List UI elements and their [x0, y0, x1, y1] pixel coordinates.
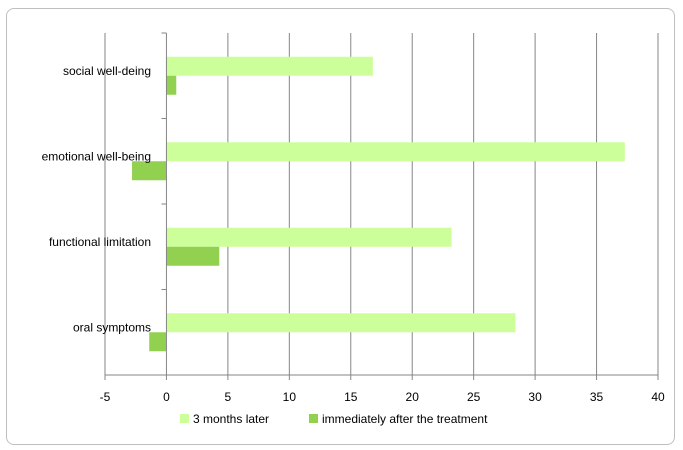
x-tick-labels: -5 0 5 10 15 20 25 30 35 40: [100, 390, 665, 404]
x-tick-label: 30: [528, 390, 542, 404]
bar-immediately-after: [166, 246, 220, 266]
x-tick-label: 25: [467, 390, 481, 404]
bar-immediately-after: [132, 161, 167, 181]
bar-three-months-later: [166, 313, 516, 333]
x-tick-label: 40: [651, 390, 665, 404]
x-tick-label: 15: [344, 390, 358, 404]
bar-three-months-later: [166, 56, 373, 76]
bars: [132, 56, 625, 352]
category-label: social well-deing: [63, 64, 151, 78]
bar-immediately-after: [149, 332, 167, 352]
category-label: emotional well-being: [42, 149, 151, 163]
axes: [104, 32, 659, 380]
x-tick-label: 35: [590, 390, 604, 404]
x-tick-label: 20: [406, 390, 420, 404]
legend-label: immediately after the treatment: [322, 412, 488, 426]
category-labels: social well-deing emotional well-being fun…: [42, 64, 151, 335]
legend-swatch: [180, 414, 189, 423]
x-tick-label: 5: [225, 390, 232, 404]
x-tick-label: 10: [283, 390, 297, 404]
chart-frame: [6, 8, 675, 445]
bar-three-months-later: [166, 227, 452, 247]
legend-label: 3 months later: [193, 412, 269, 426]
x-tick-label: 0: [163, 390, 170, 404]
legend-swatch: [309, 414, 318, 423]
bar-three-months-later: [166, 142, 625, 162]
x-tick-label: -5: [100, 390, 111, 404]
legend: 3 months later immediately after the trea…: [180, 412, 488, 426]
category-label: functional limitation: [49, 235, 151, 249]
bar-immediately-after: [166, 75, 177, 95]
category-label: oral symptoms: [73, 320, 151, 334]
